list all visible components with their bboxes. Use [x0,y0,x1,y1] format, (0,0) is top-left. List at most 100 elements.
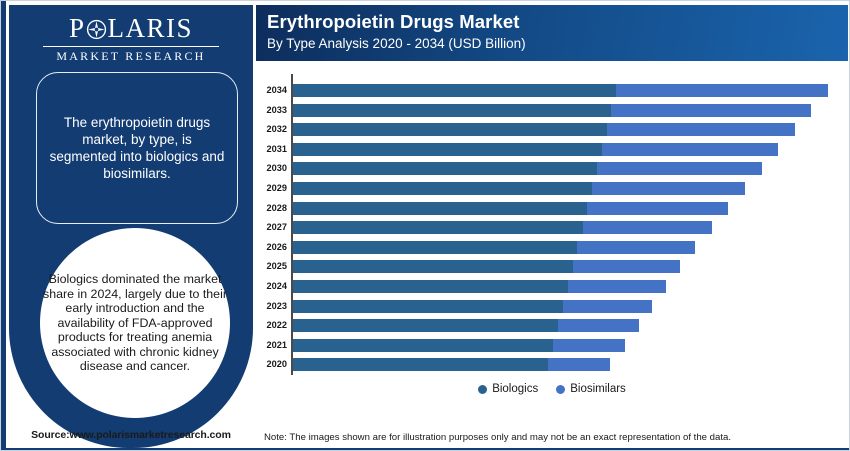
bar-segment-biosimilars [557,319,639,333]
left-white-gap [6,1,10,450]
page-title: Erythropoietin Drugs Market [267,11,520,32]
bar-segment-biosimilars [553,338,625,352]
bar-row: 2030 [256,162,848,182]
bar-row: 2020 [256,358,848,378]
left-accent-rail [1,1,6,450]
chart-header: Erythropoietin Drugs Market By Type Anal… [256,5,848,61]
y-axis-tick-label: 2024 [266,280,287,291]
bar-row: 2034 [256,84,848,104]
bar-row: 2027 [256,221,848,241]
segmentation-callout-text: The erythropoietin drugs market, by type… [49,115,225,181]
legend-item-biologics[interactable]: Biologics [478,383,538,395]
y-axis-tick-label: 2030 [266,163,287,174]
bar-row: 2025 [256,260,848,280]
stacked-bar [293,103,812,117]
bar-segment-biologics [293,358,549,372]
bar-row: 2023 [256,299,848,320]
bar-segment-biologics [293,299,563,313]
stacked-bar [293,201,729,215]
logo-text-olaris: LARIS [107,13,194,43]
y-axis-tick-label: 2020 [266,359,287,370]
bar-segment-biosimilars [572,260,681,274]
bar-row: 2021 [256,338,848,359]
bar-row: 2031 [256,142,848,163]
insight-circle: Biologics dominated the market share in … [40,228,230,418]
bar-segment-biologics [293,221,583,235]
left-sidebar-panel: P LARIS MARKET RESEARCH The erythropoiet… [9,5,253,448]
bar-rows: 2034 2033 2032 2031 2030 2029 2028 2027 2026 2025… [256,84,848,378]
stacked-bar [293,358,611,372]
stacked-bar [293,142,779,156]
segmentation-callout-box: The erythropoietin drugs market, by type… [36,72,238,224]
bar-segment-biosimilars [606,123,796,137]
stacked-bar [293,240,696,254]
legend-swatch-icon [556,384,566,394]
bar-segment-biologics [293,103,612,117]
bar-segment-biologics [293,240,578,254]
stacked-bar [293,181,746,195]
stacked-bar [293,260,681,274]
y-axis-tick-label: 2032 [266,124,287,135]
y-axis-tick-label: 2022 [266,320,287,331]
bar-segment-biologics [293,84,617,97]
y-axis-tick-label: 2021 [266,339,287,350]
chart-container: 2034 2033 2032 2031 2030 2029 2028 2027 2026 2025… [256,63,848,423]
bar-segment-biologics [293,162,597,176]
bar-segment-biosimilars [616,84,829,97]
bar-segment-biosimilars [548,358,611,372]
y-axis-tick-label: 2029 [266,182,287,193]
bar-row: 2022 [256,319,848,339]
logo-wordmark: P LARIS [9,13,253,43]
stacked-bar [293,279,666,293]
legend-label: Biologics [492,383,539,395]
disclaimer-note: Note: The images shown are for illustrat… [264,432,731,443]
legend-swatch-icon [478,384,488,394]
stacked-bar [293,221,712,235]
page-subtitle: By Type Analysis 2020 - 2034 (USD Billio… [267,36,526,51]
plot-area: 2034 2033 2032 2031 2030 2029 2028 2027 2026 2025… [256,63,848,381]
y-axis-tick-label: 2031 [266,143,287,154]
y-axis-tick-label: 2033 [266,104,287,115]
stacked-bar [293,162,762,176]
bar-segment-biosimilars [601,142,779,156]
logo-text-p: P [68,13,86,43]
y-axis-tick-label: 2026 [266,241,287,252]
stacked-bar [293,84,829,97]
y-axis-line [291,74,293,375]
bar-segment-biosimilars [587,201,729,215]
bar-segment-biologics [293,142,602,156]
polaris-logo: P LARIS MARKET RESEARCH [9,13,253,64]
bar-row: 2029 [256,181,848,202]
bar-segment-biologics [293,260,573,274]
bar-segment-biologics [293,338,554,352]
insight-circle-text: Biologics dominated the market share in … [43,271,227,374]
stacked-bar [293,338,625,352]
bar-segment-biologics [293,279,568,293]
bar-segment-biosimilars [592,181,746,195]
logo-divider [43,46,219,47]
bar-segment-biosimilars [596,162,762,176]
compass-star-icon [86,18,108,40]
legend-label: Biosimilars [570,383,626,395]
source-label: Source:www.polarismarketresearch.com [31,429,231,441]
bar-segment-biosimilars [563,299,653,313]
bottom-accent-bar [1,448,849,450]
bar-segment-biologics [293,123,607,137]
bar-segment-biologics [293,201,588,215]
y-axis-tick-label: 2028 [266,202,287,213]
y-axis-tick-label: 2025 [266,261,287,272]
bar-segment-biosimilars [582,221,712,235]
bar-segment-biosimilars [611,103,812,117]
logo-tagline: MARKET RESEARCH [56,49,206,63]
bar-row: 2026 [256,240,848,261]
stacked-bar [293,123,796,137]
legend-item-biosimilars[interactable]: Biosimilars [556,383,626,395]
bar-row: 2024 [256,279,848,300]
y-axis-tick-label: 2034 [266,85,287,95]
bar-row: 2028 [256,201,848,222]
bar-segment-biosimilars [577,240,696,254]
y-axis-tick-label: 2023 [266,300,287,311]
bar-row: 2033 [256,103,848,124]
stacked-bar [293,319,639,333]
